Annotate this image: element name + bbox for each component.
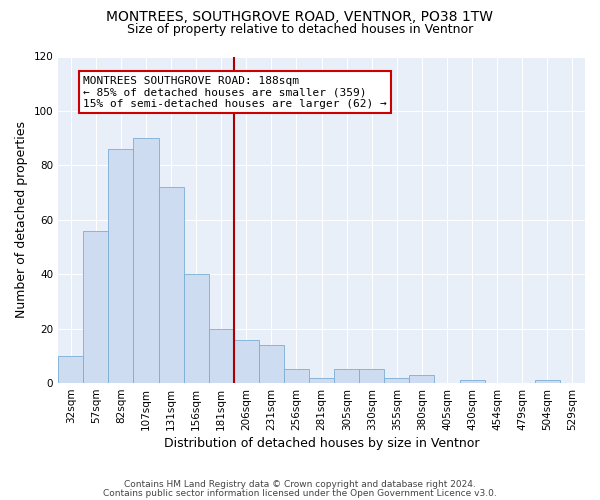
Text: Contains public sector information licensed under the Open Government Licence v3: Contains public sector information licen…	[103, 488, 497, 498]
Text: Contains HM Land Registry data © Crown copyright and database right 2024.: Contains HM Land Registry data © Crown c…	[124, 480, 476, 489]
Text: MONTREES SOUTHGROVE ROAD: 188sqm
← 85% of detached houses are smaller (359)
15% : MONTREES SOUTHGROVE ROAD: 188sqm ← 85% o…	[83, 76, 387, 108]
X-axis label: Distribution of detached houses by size in Ventnor: Distribution of detached houses by size …	[164, 437, 479, 450]
Bar	[535, 380, 560, 383]
Bar	[209, 328, 234, 383]
Bar	[184, 274, 209, 383]
Bar	[133, 138, 158, 383]
Bar	[334, 370, 359, 383]
Bar	[83, 230, 109, 383]
Bar	[385, 378, 409, 383]
Bar	[309, 378, 334, 383]
Bar	[158, 187, 184, 383]
Bar	[234, 340, 259, 383]
Text: MONTREES, SOUTHGROVE ROAD, VENTNOR, PO38 1TW: MONTREES, SOUTHGROVE ROAD, VENTNOR, PO38…	[107, 10, 493, 24]
Y-axis label: Number of detached properties: Number of detached properties	[15, 122, 28, 318]
Bar	[359, 370, 385, 383]
Bar	[460, 380, 485, 383]
Text: Size of property relative to detached houses in Ventnor: Size of property relative to detached ho…	[127, 22, 473, 36]
Bar	[259, 345, 284, 383]
Bar	[284, 370, 309, 383]
Bar	[58, 356, 83, 383]
Bar	[109, 149, 133, 383]
Bar	[409, 375, 434, 383]
